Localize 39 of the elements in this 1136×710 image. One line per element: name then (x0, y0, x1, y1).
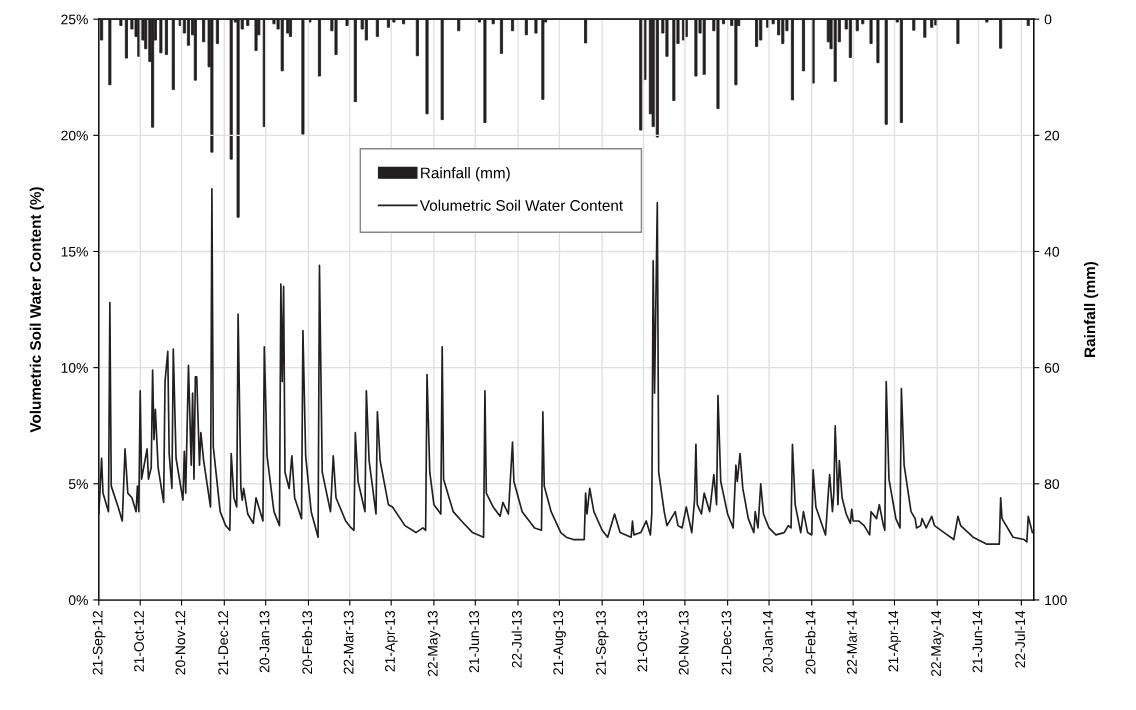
y-tick-label: 20% (61, 130, 88, 141)
x-tick-label: 20-Feb-14 (805, 610, 816, 674)
x-tick-label: 22-May-14 (931, 610, 944, 677)
y-tick-label: 10% (61, 362, 88, 373)
x-tick-label: 22-Jul-14 (1014, 610, 1026, 668)
x-tick-label: 20-Jan-14 (762, 610, 773, 673)
x-tick-label: 21-Sep-12 (92, 611, 106, 675)
x-tick-label: 22-Mar-13 (343, 610, 354, 674)
y2-tick-label: 20 (1044, 130, 1060, 141)
x-tick-label: 21-Aug-13 (553, 610, 566, 675)
x-tick-label: 21-Dec-12 (218, 611, 229, 675)
x-tick-label: 21-Dec-13 (721, 610, 732, 675)
y-axis-title: Volumetric Soil Water Content (%) (29, 187, 44, 433)
y2-tick-label: 80 (1044, 479, 1060, 489)
x-tick-label: 21-Oct-13 (637, 610, 648, 672)
x-tick-label: 20-Nov-12 (175, 611, 186, 675)
y2-axis-title: Rainfall (mm) (1084, 261, 1099, 357)
y-tick-label: 0% (68, 595, 88, 606)
x-tick-label: 22-Jul-13 (511, 610, 522, 668)
x-tick-label: 21-Oct-12 (134, 611, 144, 672)
legend-label: Volumetric Soil Water Content (419, 199, 623, 211)
y2-tick-label: 60 (1044, 362, 1060, 373)
x-tick-label: 21-Jun-14 (972, 610, 983, 673)
x-tick-label: 20-Jan-13 (259, 610, 270, 673)
x-tick-label: 21-Apr-13 (385, 610, 398, 672)
x-tick-label: 20-Feb-13 (301, 610, 313, 674)
y-tick-label: 25% (61, 14, 88, 25)
x-tick-label: 21-Sep-13 (596, 610, 609, 675)
y2-tick-label: 0 (1044, 14, 1052, 25)
y2-tick-label: 40 (1044, 246, 1060, 257)
legend-label: Rainfall (mm) (421, 167, 510, 182)
x-tick-label: 20-Nov-13 (678, 610, 689, 675)
y2-tick-label: 100 (1045, 595, 1067, 606)
x-tick-label: 22-Mar-14 (847, 610, 857, 674)
y-tick-label: 5% (68, 479, 88, 489)
x-tick-label: 21-Jun-13 (469, 610, 480, 673)
y-tick-label: 15% (61, 246, 88, 257)
x-tick-label: 22-May-13 (427, 610, 441, 677)
x-tick-label: 21-Apr-14 (888, 610, 901, 672)
